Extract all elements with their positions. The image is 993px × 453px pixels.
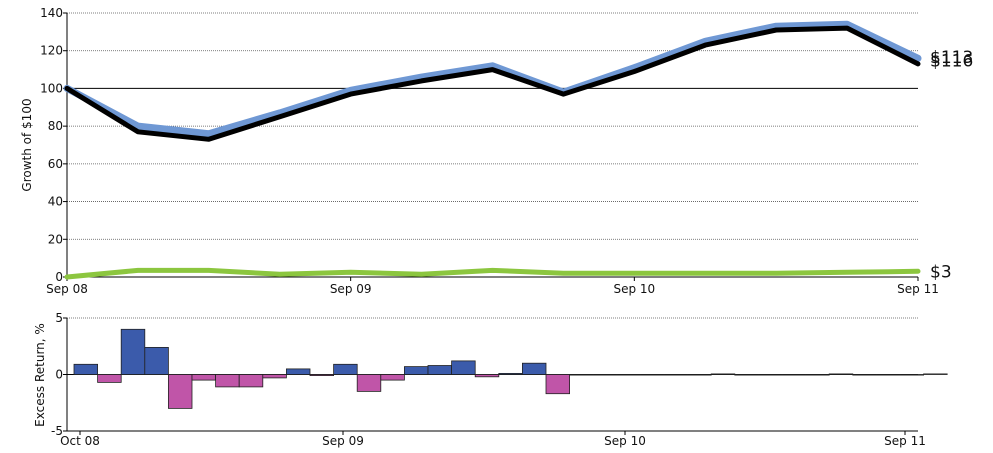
excess-bar: [427, 365, 453, 375]
growth-x-tick-labels: Sep 08 Sep 09 Sep 10 Sep 11: [46, 282, 939, 296]
growth-y-tick-label: 80: [48, 119, 63, 133]
growth-y-tick-label: 60: [48, 157, 63, 171]
growth-y-tick-labels: 0 20 40 60 80 100 120 140: [40, 6, 63, 284]
excess-bar: [309, 374, 335, 377]
excess-y-axis-title: Excess Return, %: [33, 323, 47, 427]
excess-bar: [380, 374, 405, 381]
excess-x-tick-label: Sep 11: [884, 434, 926, 448]
excess-y-tick-label: -5: [51, 424, 63, 438]
excess-bar: [899, 374, 925, 376]
excess-bar: [238, 374, 264, 388]
growth-end-label: $3: [930, 262, 952, 282]
excess-y-tick-label: 5: [55, 311, 63, 325]
excess-bar: [545, 374, 571, 395]
excess-bar: [262, 374, 287, 379]
growth-y-tick-label: 0: [55, 270, 63, 284]
excess-bar: [191, 374, 217, 381]
growth-grid: [63, 12, 919, 281]
growth-x-tick-label: Sep 11: [897, 282, 939, 296]
excess-bar: [640, 374, 665, 376]
excess-bar: [97, 374, 122, 383]
excess-bar: [333, 363, 358, 375]
growth-x-tick-label: Sep 08: [46, 282, 88, 296]
excess-bar: [403, 366, 429, 375]
excess-bar: [923, 373, 948, 375]
growth-y-tick-label: 20: [48, 232, 63, 246]
excess-x-tick-labels: Oct 08 Sep 09 Sep 10 Sep 11: [60, 434, 926, 448]
excess-bar: [522, 362, 547, 375]
excess-y-tick-label: 0: [55, 368, 63, 382]
excess-bar: [144, 346, 169, 375]
excess-x-tick-label: Oct 08: [60, 434, 100, 448]
growth-series-line: [64, 25, 921, 142]
excess-bar: [852, 374, 877, 376]
growth-y-tick-label: 40: [48, 195, 63, 209]
excess-bar: [474, 374, 500, 378]
excess-bar: [592, 374, 618, 376]
excess-bar: [215, 374, 240, 388]
excess-bar: [781, 374, 807, 376]
excess-bars: [73, 328, 948, 409]
excess-bar: [451, 360, 476, 375]
excess-bar: [73, 363, 99, 375]
growth-series-line: [64, 267, 921, 280]
growth-y-tick-label: 140: [40, 6, 63, 20]
excess-x-tick-label: Sep 09: [322, 434, 364, 448]
growth-end-labels: $116$113 $3: [930, 48, 973, 282]
growth-end-label: $116: [930, 51, 973, 71]
excess-bar: [828, 373, 854, 375]
growth-series-line: [63, 20, 922, 138]
excess-bar: [356, 374, 382, 392]
excess-bar: [687, 374, 712, 376]
excess-bar: [120, 328, 146, 375]
excess-x-tick-label: Sep 10: [604, 434, 646, 448]
excess-bar: [758, 374, 783, 376]
excess-bar: [663, 374, 689, 376]
excess-bar: [285, 368, 311, 375]
growth-end-label: $113: [930, 48, 973, 68]
excess-y-tick-labels: -5 0 5: [51, 311, 63, 438]
excess-bar: [167, 374, 193, 409]
excess-bar: [498, 372, 523, 375]
growth-y-axis-title: Growth of $100: [20, 98, 34, 191]
growth-x-tick-label: Sep 09: [330, 282, 372, 296]
growth-y-tick-label: 100: [40, 81, 63, 95]
excess-bar: [616, 374, 641, 376]
excess-bar: [876, 374, 901, 376]
growth-x-tick-label: Sep 10: [613, 282, 655, 296]
excess-bar: [734, 374, 759, 376]
growth-y-tick-label: 120: [40, 44, 63, 58]
growth-series-lines: [63, 20, 922, 280]
excess-bar: [710, 373, 736, 375]
excess-bar: [805, 374, 830, 376]
excess-bar: [569, 374, 594, 376]
excess-return-bar-chart: -5 0 5 Oct 08 Sep 09 Sep 10 Sep 11 Excess Ret…: [33, 311, 948, 448]
